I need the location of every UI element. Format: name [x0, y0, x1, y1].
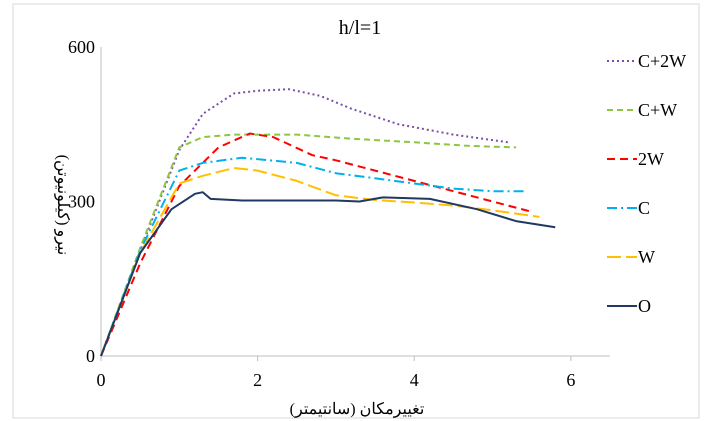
- y-tick-label: 300: [68, 192, 95, 212]
- legend-label-o: O: [638, 296, 651, 316]
- series-line-c-plus-w: [100, 133, 517, 357]
- legend-label-w: W: [638, 247, 655, 267]
- x-tick-label: 4: [410, 370, 419, 390]
- series-line-w: [100, 167, 540, 357]
- series-line-2w: [100, 132, 532, 357]
- series-layer: [100, 88, 556, 357]
- chart-title: h/l=1: [339, 17, 381, 39]
- x-tick-label: 0: [97, 370, 106, 390]
- legend: C+2W C+W 2W C W O: [607, 51, 686, 316]
- y-axis-label: نیرو (کیلونیوتن): [54, 155, 71, 256]
- x-tick-label: 2: [253, 370, 262, 390]
- legend-label-c-plus-w: C+W: [638, 100, 677, 120]
- legend-label-2w: 2W: [638, 149, 664, 169]
- axes: 0 2 4 6 0 300 600: [68, 37, 610, 390]
- x-axis-label: تغییرمکان (سانتیمتر): [290, 401, 425, 418]
- y-tick-label: 600: [68, 37, 95, 57]
- series-line-o: [100, 191, 556, 357]
- series-line-c: [100, 156, 524, 357]
- chart-frame: [12, 3, 700, 419]
- series-line-c-plus-2w: [100, 88, 509, 357]
- legend-label-c: C: [638, 198, 650, 218]
- y-tick-label: 0: [86, 346, 95, 366]
- legend-label-c-plus-2w: C+2W: [638, 51, 686, 71]
- x-tick-label: 6: [566, 370, 575, 390]
